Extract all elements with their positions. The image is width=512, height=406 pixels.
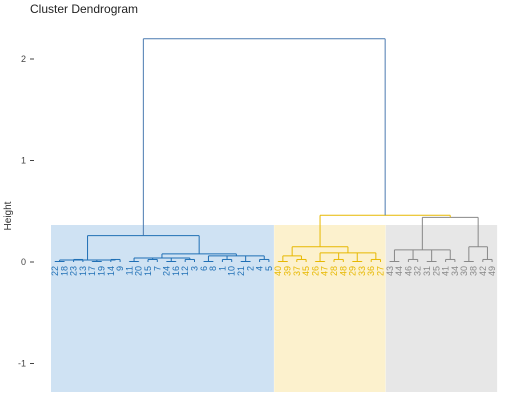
leaf-label: 42 bbox=[478, 266, 488, 276]
leaf-label: 9 bbox=[115, 266, 125, 271]
leaf-label: 18 bbox=[59, 266, 69, 276]
leaf-label: 19 bbox=[97, 266, 107, 276]
cluster-rect-3 bbox=[385, 225, 498, 392]
leaf-label: 12 bbox=[180, 266, 190, 276]
leaf-label: 38 bbox=[469, 266, 479, 276]
leaf-label: 4 bbox=[255, 266, 265, 271]
leaf-label: 24 bbox=[162, 266, 172, 276]
leaf-label: 11 bbox=[124, 266, 134, 275]
leaf-label: 29 bbox=[348, 266, 358, 276]
leaf-label: 13 bbox=[78, 266, 88, 276]
y-tick-label: 0 bbox=[21, 257, 26, 267]
cluster-rect-2 bbox=[274, 225, 386, 392]
leaf-label: 37 bbox=[292, 266, 302, 276]
leaf-label: 47 bbox=[320, 266, 330, 276]
y-tick-label: -1 bbox=[18, 359, 26, 369]
y-tick-label: 1 bbox=[21, 156, 26, 166]
leaf-label: 41 bbox=[441, 266, 451, 276]
leaf-label: 20 bbox=[134, 266, 144, 276]
leaf-label: 8 bbox=[208, 266, 218, 271]
leaf-label: 14 bbox=[106, 266, 116, 276]
leaf-label: 30 bbox=[459, 266, 469, 276]
leaf-label: 26 bbox=[310, 266, 320, 276]
leaf-label: 1 bbox=[217, 266, 227, 271]
leaf-label: 44 bbox=[394, 266, 404, 276]
leaf-label: 39 bbox=[283, 266, 293, 276]
leaf-label: 7 bbox=[152, 266, 162, 271]
y-axis-label: Height bbox=[3, 201, 14, 230]
leaf-label: 43 bbox=[385, 266, 395, 276]
leaf-label: 22 bbox=[50, 266, 60, 276]
chart-title: Cluster Dendrogram bbox=[30, 2, 138, 16]
leaf-label: 31 bbox=[422, 266, 432, 276]
leaf-label: 28 bbox=[329, 266, 339, 276]
leaf-label: 25 bbox=[431, 266, 441, 276]
y-axis: 2 1 0 -1 bbox=[18, 54, 34, 369]
leaf-label: 5 bbox=[264, 266, 274, 271]
leaf-label: 2 bbox=[245, 266, 255, 271]
leaf-label: 45 bbox=[301, 266, 311, 276]
leaf-label: 10 bbox=[227, 266, 237, 276]
y-tick-label: 2 bbox=[21, 54, 26, 64]
cluster-rect-1 bbox=[51, 225, 274, 392]
leaf-label: 34 bbox=[450, 266, 460, 276]
leaf-label: 16 bbox=[171, 266, 181, 276]
leaf-label: 6 bbox=[199, 266, 209, 271]
leaf-label: 15 bbox=[143, 266, 153, 276]
leaf-labels: 22 18 23 13 17 19 14 9 11 20 15 7 24 16 12 3 6 8 1 10 21 2 4 5 4… bbox=[50, 266, 497, 276]
dendrogram-lines bbox=[54, 38, 493, 262]
leaf-label: 17 bbox=[87, 266, 97, 276]
leaf-label: 36 bbox=[366, 266, 376, 276]
leaf-label: 3 bbox=[190, 266, 200, 271]
leaf-label: 49 bbox=[487, 266, 497, 276]
leaf-label: 27 bbox=[376, 266, 386, 276]
leaf-label: 48 bbox=[338, 266, 348, 276]
leaf-label: 40 bbox=[273, 266, 283, 276]
leaf-label: 46 bbox=[403, 266, 413, 276]
leaf-label: 33 bbox=[357, 266, 367, 276]
leaf-label: 23 bbox=[69, 266, 79, 276]
leaf-label: 21 bbox=[236, 266, 246, 276]
leaf-label: 32 bbox=[413, 266, 423, 276]
